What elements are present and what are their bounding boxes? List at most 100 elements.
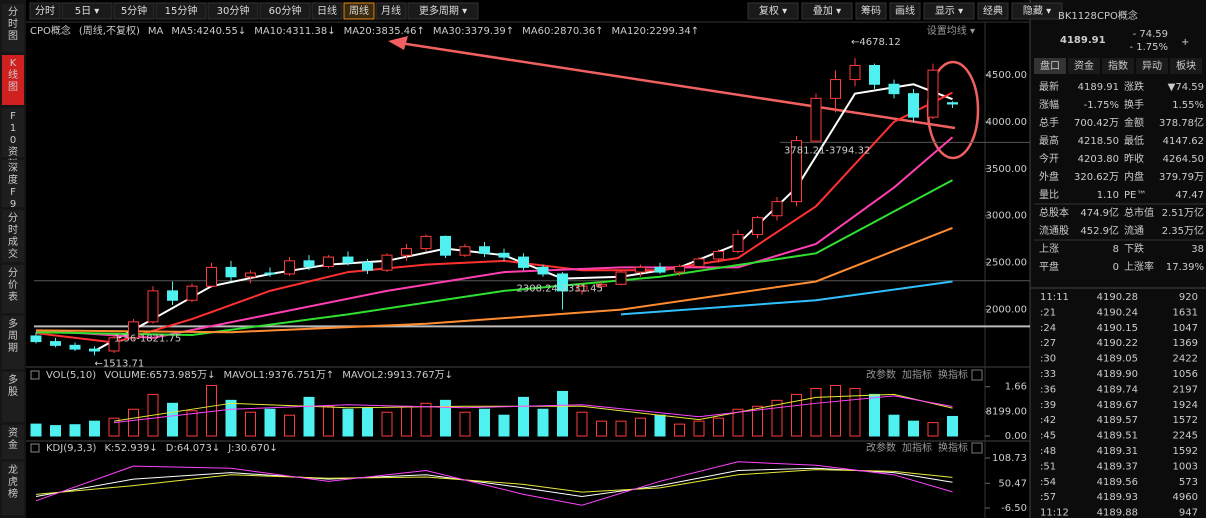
candle-body (50, 341, 61, 346)
side-tab-label: 分时图 (8, 6, 18, 42)
volume-bar (89, 420, 100, 437)
side-tab[interactable] (2, 425, 24, 459)
trade-time: :30 (1040, 354, 1056, 365)
panel-tab[interactable] (1068, 58, 1100, 74)
trade-time: :24 (1040, 323, 1056, 334)
toolbar-label: 画线 (895, 4, 915, 17)
close-button[interactable] (971, 442, 983, 454)
trade-volume: 1592 (1173, 446, 1198, 457)
toolbar-button[interactable] (889, 2, 921, 20)
y-tick-label: -6.50 (1001, 503, 1027, 514)
panel-tab[interactable] (1170, 58, 1202, 74)
side-tab-label: 多周期 (8, 317, 18, 354)
candle-body (284, 260, 295, 275)
trade-volume: 4960 (1173, 492, 1198, 503)
panel-tab[interactable] (1102, 58, 1134, 74)
candle-body (342, 256, 354, 264)
volume-bar (947, 415, 958, 437)
panel-tab[interactable] (1136, 58, 1168, 74)
indicator-button[interactable]: 加指标 (902, 441, 932, 454)
toolbar-label: 月线 (381, 4, 401, 17)
toolbar-button[interactable] (207, 2, 259, 20)
trade-volume: 920 (1179, 292, 1198, 303)
toolbar-button[interactable] (977, 2, 1009, 20)
volume-bar (303, 396, 315, 437)
panel-tab-label: 异动 (1142, 60, 1162, 72)
y-tick-label: 50.47 (998, 478, 1027, 489)
checkbox[interactable] (30, 443, 40, 453)
indicator-button[interactable]: 改参数 (866, 368, 896, 381)
volume-bar (537, 408, 549, 437)
side-tab[interactable] (2, 160, 24, 207)
toolbar-button[interactable] (1011, 2, 1063, 20)
side-tab[interactable] (2, 462, 24, 515)
volume-bar (440, 399, 451, 437)
checkbox[interactable] (30, 370, 40, 380)
trade-time: :48 (1040, 446, 1056, 457)
indicator-button[interactable]: 加指标 (902, 368, 932, 381)
quote-value: 452.9亿 (1080, 224, 1119, 237)
toolbar-button[interactable] (343, 2, 375, 20)
add-button[interactable]: + (1181, 37, 1189, 48)
close-button[interactable] (971, 369, 983, 381)
indicator-line (113, 395, 953, 424)
indicator-button[interactable]: 改参数 (866, 441, 896, 454)
trade-price: 4189.67 (1097, 400, 1138, 411)
toolbar-button[interactable] (801, 2, 853, 20)
quote-value: 4147.62 (1163, 136, 1204, 147)
side-tab[interactable] (2, 372, 24, 422)
toolbar-button[interactable] (375, 2, 407, 20)
quote-value: 47.47 (1175, 190, 1204, 201)
toolbar-button[interactable] (311, 2, 343, 20)
toolbar-label: 5日 ▾ (75, 6, 100, 17)
quote-value: 378.78亿 (1159, 116, 1204, 129)
side-tab[interactable] (2, 316, 24, 369)
toolbar-button[interactable] (155, 2, 207, 20)
candle-body (674, 265, 685, 273)
toolbar-button[interactable] (923, 2, 975, 20)
quote-value: 379.79万 (1159, 172, 1204, 183)
panel-tab-label: 板块 (1176, 59, 1196, 72)
toolbar-button[interactable] (61, 2, 113, 20)
quote-value: 4218.50 (1078, 136, 1119, 147)
indicator-button[interactable]: 换指标 (938, 441, 968, 454)
indicator-line (35, 467, 953, 498)
candle-body (186, 285, 198, 301)
quote-value: 17.39% (1166, 262, 1204, 273)
side-tab-label: 多股 (8, 373, 18, 398)
settings-button[interactable]: 设置均线 ▾ (927, 24, 975, 37)
quote-value: 700.42万 (1074, 118, 1119, 129)
toolbar-button[interactable] (407, 2, 479, 20)
quote-label: 最新 (1039, 80, 1059, 93)
indicator-button[interactable]: 换指标 (938, 368, 968, 381)
toolbar-button[interactable] (113, 2, 155, 20)
side-tab-label: K 线图 (8, 58, 18, 93)
volume-bar (342, 408, 354, 437)
trade-volume: 2245 (1173, 431, 1198, 442)
toolbar-button[interactable] (259, 2, 311, 20)
toolbar-button[interactable] (855, 2, 887, 20)
candle-body (69, 344, 81, 350)
side-tab[interactable] (2, 210, 24, 262)
candle-body (30, 335, 42, 343)
panel-tab[interactable] (1034, 58, 1066, 74)
toolbar-button[interactable] (29, 2, 61, 20)
candle-body (713, 250, 724, 260)
toolbar-button[interactable] (747, 2, 799, 20)
candle-body (732, 234, 744, 252)
candle-body (693, 258, 705, 267)
side-tab[interactable] (2, 55, 24, 105)
trade-volume: 1572 (1173, 415, 1198, 426)
volume-bar (381, 411, 393, 437)
side-tab[interactable] (2, 4, 24, 52)
volume-bar (791, 393, 802, 437)
panel-tab-label: 盘口 (1040, 59, 1060, 72)
side-tab[interactable] (2, 108, 24, 157)
side-tab-label: 龙虎榜 (8, 463, 18, 500)
quote-label: 下跌 (1124, 242, 1144, 255)
trade-volume: 1631 (1173, 307, 1198, 318)
indicator-legend: KDJ(9,3,3) (46, 443, 97, 454)
side-tab[interactable] (2, 265, 24, 313)
trade-volume: 2197 (1173, 384, 1198, 395)
